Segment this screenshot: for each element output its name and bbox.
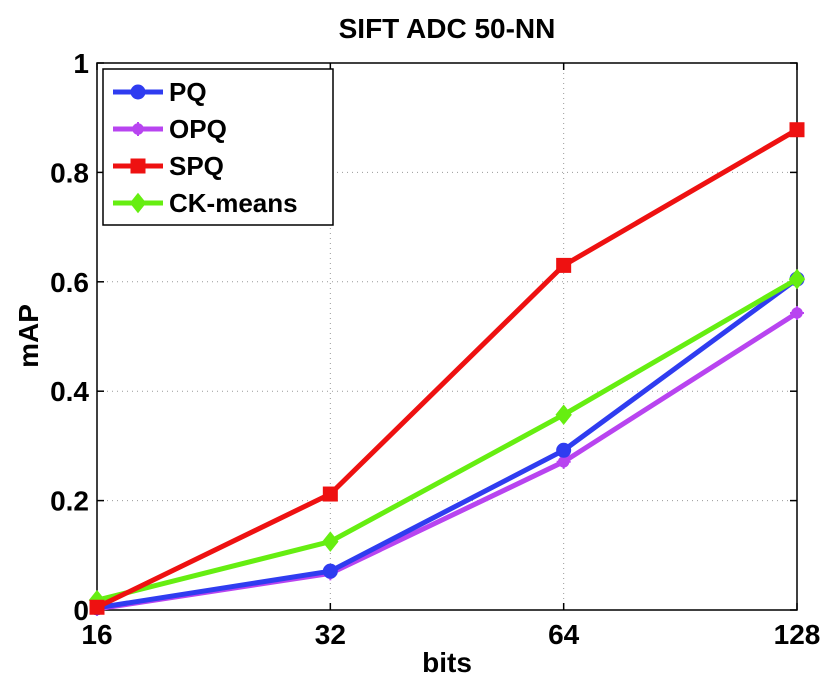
data-point-marker xyxy=(788,268,806,290)
grid-lines xyxy=(97,63,797,610)
x-axis: 16 32 64 128 xyxy=(81,63,820,650)
plot-area-frame xyxy=(96,62,798,611)
data-point-marker xyxy=(322,563,338,579)
legend-label: OPQ xyxy=(169,114,227,144)
data-point-marker xyxy=(322,531,339,552)
legend: PQ OPQ SPQ CK-means xyxy=(102,68,334,226)
x-axis-label: bits xyxy=(422,647,472,678)
x-tick-label: 64 xyxy=(548,619,580,650)
data-point-marker xyxy=(556,442,572,458)
data-point-marker xyxy=(130,84,146,100)
series-line xyxy=(96,277,799,611)
series-group xyxy=(88,122,806,616)
legend-label: PQ xyxy=(169,77,207,107)
y-tick-label: 0.8 xyxy=(50,157,89,188)
legend-label: CK-means xyxy=(169,188,298,218)
y-tick-label: 0.4 xyxy=(50,376,89,407)
y-tick-label: 1 xyxy=(73,48,89,79)
x-tick-label: 128 xyxy=(774,619,821,650)
y-tick-label: 0 xyxy=(73,595,89,626)
chart-title: SIFT ADC 50-NN xyxy=(339,13,556,44)
data-point-marker xyxy=(555,404,572,425)
series-pq xyxy=(89,271,805,616)
y-tick-label: 0.6 xyxy=(50,267,89,298)
x-tick-label: 16 xyxy=(81,619,112,650)
y-axis-label: mAP xyxy=(13,304,44,368)
y-tick-label: 0.2 xyxy=(50,486,89,517)
data-point-marker xyxy=(130,158,146,174)
legend-item: PQ xyxy=(113,77,207,107)
data-point-marker xyxy=(129,192,147,214)
data-point-marker xyxy=(556,257,572,273)
data-point-marker xyxy=(789,122,805,138)
data-point-marker xyxy=(322,486,338,502)
data-point-marker xyxy=(89,599,105,615)
series-line xyxy=(95,127,799,610)
series-ck-means xyxy=(88,268,806,611)
x-tick-label: 32 xyxy=(315,619,346,650)
legend-label: SPQ xyxy=(169,151,224,181)
legend-item: CK-means xyxy=(113,188,298,218)
legend-item: SPQ xyxy=(113,151,224,181)
legend-item: OPQ xyxy=(113,114,227,144)
series-spq xyxy=(89,122,805,615)
series-line xyxy=(96,276,799,603)
